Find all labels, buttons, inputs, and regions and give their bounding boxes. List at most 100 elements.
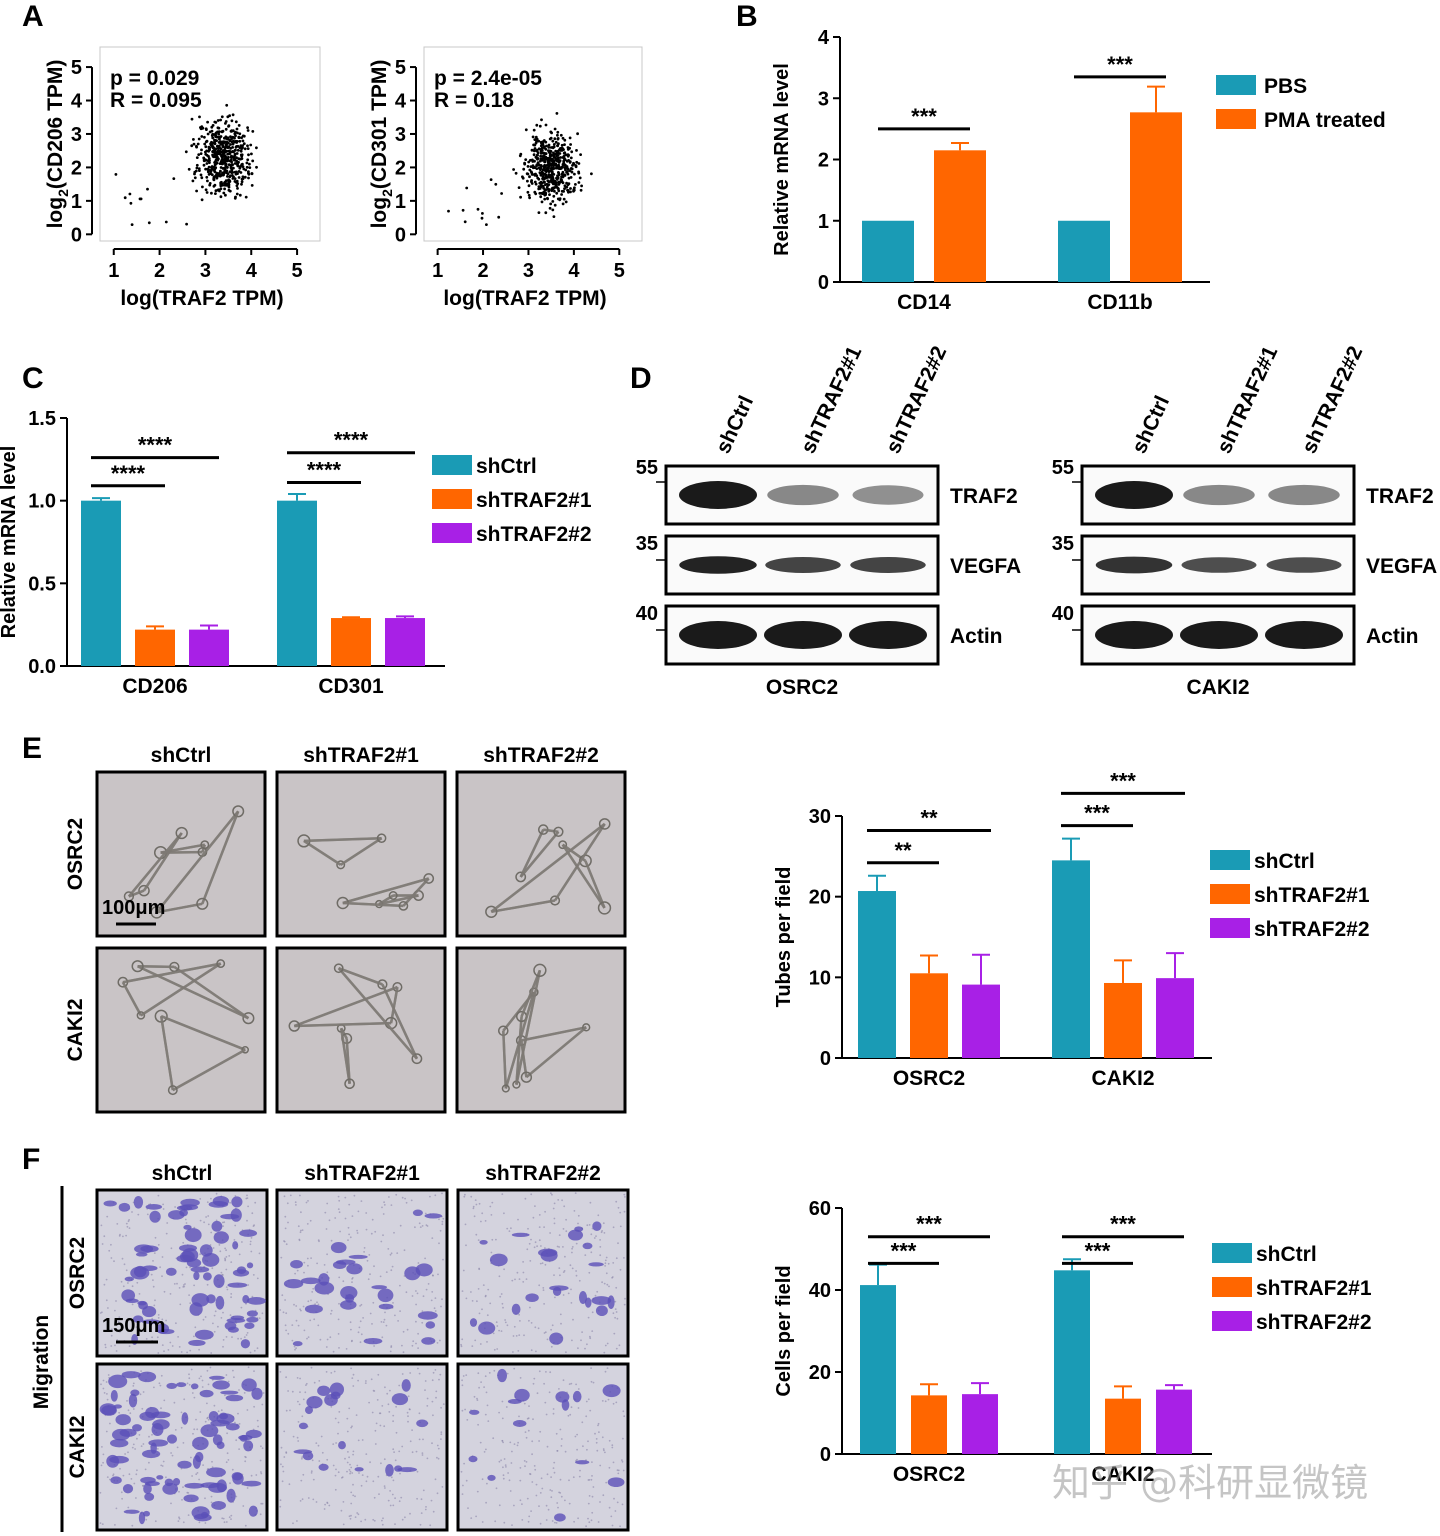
membrane-pore <box>330 1405 333 1408</box>
membrane-pore <box>223 1221 226 1224</box>
membrane-pore <box>471 1300 474 1302</box>
significance-label: **** <box>111 461 146 486</box>
membrane-pore <box>349 1470 352 1473</box>
membrane-pore <box>280 1446 283 1449</box>
data-point <box>545 182 549 186</box>
bar <box>385 618 425 666</box>
membrane-pore <box>485 1391 488 1394</box>
data-point <box>130 223 134 227</box>
data-point <box>553 137 557 141</box>
membrane-pore <box>607 1262 610 1265</box>
stained-cell <box>415 1263 433 1277</box>
stained-cell <box>332 1260 347 1270</box>
membrane-pore <box>348 1203 351 1206</box>
membrane-pore <box>542 1289 545 1291</box>
data-point <box>220 150 224 154</box>
membrane-pore <box>572 1476 575 1479</box>
membrane-pore <box>375 1422 378 1425</box>
stained-cell <box>128 1393 138 1408</box>
membrane-pore <box>294 1272 296 1275</box>
membrane-pore <box>210 1352 213 1354</box>
membrane-pore <box>401 1445 404 1448</box>
membrane-pore <box>474 1199 477 1201</box>
panel-letter-c: C <box>22 362 44 395</box>
membrane-pore <box>340 1509 343 1512</box>
membrane-pore <box>533 1246 536 1249</box>
membrane-pore <box>141 1407 144 1410</box>
membrane-pore <box>256 1347 259 1350</box>
membrane-pore <box>614 1308 617 1310</box>
membrane-pore <box>360 1200 363 1202</box>
x-category-label: CAKI2 <box>1091 1067 1154 1090</box>
protein-band <box>1180 621 1258 649</box>
membrane-pore <box>315 1501 318 1503</box>
membrane-pore <box>409 1512 411 1515</box>
membrane-pore <box>230 1518 232 1520</box>
membrane-pore <box>544 1331 547 1334</box>
membrane-pore <box>441 1486 444 1488</box>
membrane-pore <box>524 1197 527 1200</box>
data-point <box>570 167 574 171</box>
watermark: 知乎 @科研显微镜 <box>1052 1461 1369 1505</box>
membrane-pore <box>438 1378 440 1381</box>
data-point <box>228 175 232 179</box>
membrane-pore <box>136 1469 138 1472</box>
x-axis-label: log(TRAF2 TPM) <box>120 287 283 310</box>
membrane-pore <box>132 1408 135 1410</box>
stained-cell <box>416 1419 428 1428</box>
membrane-pore <box>204 1316 207 1318</box>
membrane-pore <box>611 1444 614 1447</box>
membrane-pore <box>383 1204 386 1206</box>
lane-label: shTRAF2#1 <box>797 342 867 457</box>
stained-cell <box>487 1474 496 1481</box>
membrane-pore <box>558 1388 560 1390</box>
stained-cell <box>424 1213 443 1219</box>
membrane-pore <box>330 1372 333 1374</box>
data-point <box>577 181 581 184</box>
membrane-pore <box>504 1321 507 1324</box>
legend-label: shTRAF2#1 <box>476 489 592 512</box>
membrane-pore <box>329 1336 332 1339</box>
data-point <box>534 182 538 186</box>
cell-cluster <box>241 1045 250 1054</box>
membrane-pore <box>330 1309 333 1312</box>
membrane-pore <box>481 1521 484 1523</box>
membrane-pore <box>261 1447 264 1450</box>
membrane-pore <box>584 1347 586 1350</box>
membrane-pore <box>366 1475 369 1478</box>
stained-cell <box>391 1393 409 1406</box>
data-point <box>233 140 237 144</box>
membrane-pore <box>154 1520 157 1523</box>
membrane-pore <box>251 1295 254 1298</box>
tube-segment <box>502 1030 508 1089</box>
membrane-pore <box>427 1283 430 1285</box>
membrane-pore <box>419 1226 422 1228</box>
membrane-pore <box>411 1295 414 1297</box>
significance-label: *** <box>1085 1238 1111 1263</box>
membrane-pore <box>604 1259 607 1262</box>
membrane-pore <box>105 1299 108 1302</box>
membrane-pore <box>537 1327 540 1330</box>
membrane-pore <box>494 1520 497 1523</box>
data-point <box>218 171 221 175</box>
membrane-pore <box>551 1520 554 1522</box>
membrane-pore <box>596 1449 599 1452</box>
stained-cell <box>607 1477 625 1487</box>
x-tick-label: 1 <box>432 260 443 282</box>
membrane-pore <box>346 1417 349 1420</box>
data-point <box>224 183 228 187</box>
data-point <box>560 180 564 184</box>
data-point <box>242 167 246 171</box>
membrane-pore <box>545 1371 547 1373</box>
membrane-pore <box>601 1230 603 1232</box>
data-point <box>216 119 220 122</box>
x-tick-label: 4 <box>568 260 580 282</box>
membrane-pore <box>441 1298 443 1301</box>
membrane-pore <box>235 1495 238 1498</box>
tube-segment <box>137 964 175 969</box>
membrane-pore <box>357 1379 359 1382</box>
membrane-pore <box>225 1268 228 1271</box>
membrane-pore <box>199 1411 202 1413</box>
membrane-pore <box>384 1487 386 1489</box>
membrane-pore <box>190 1456 192 1459</box>
